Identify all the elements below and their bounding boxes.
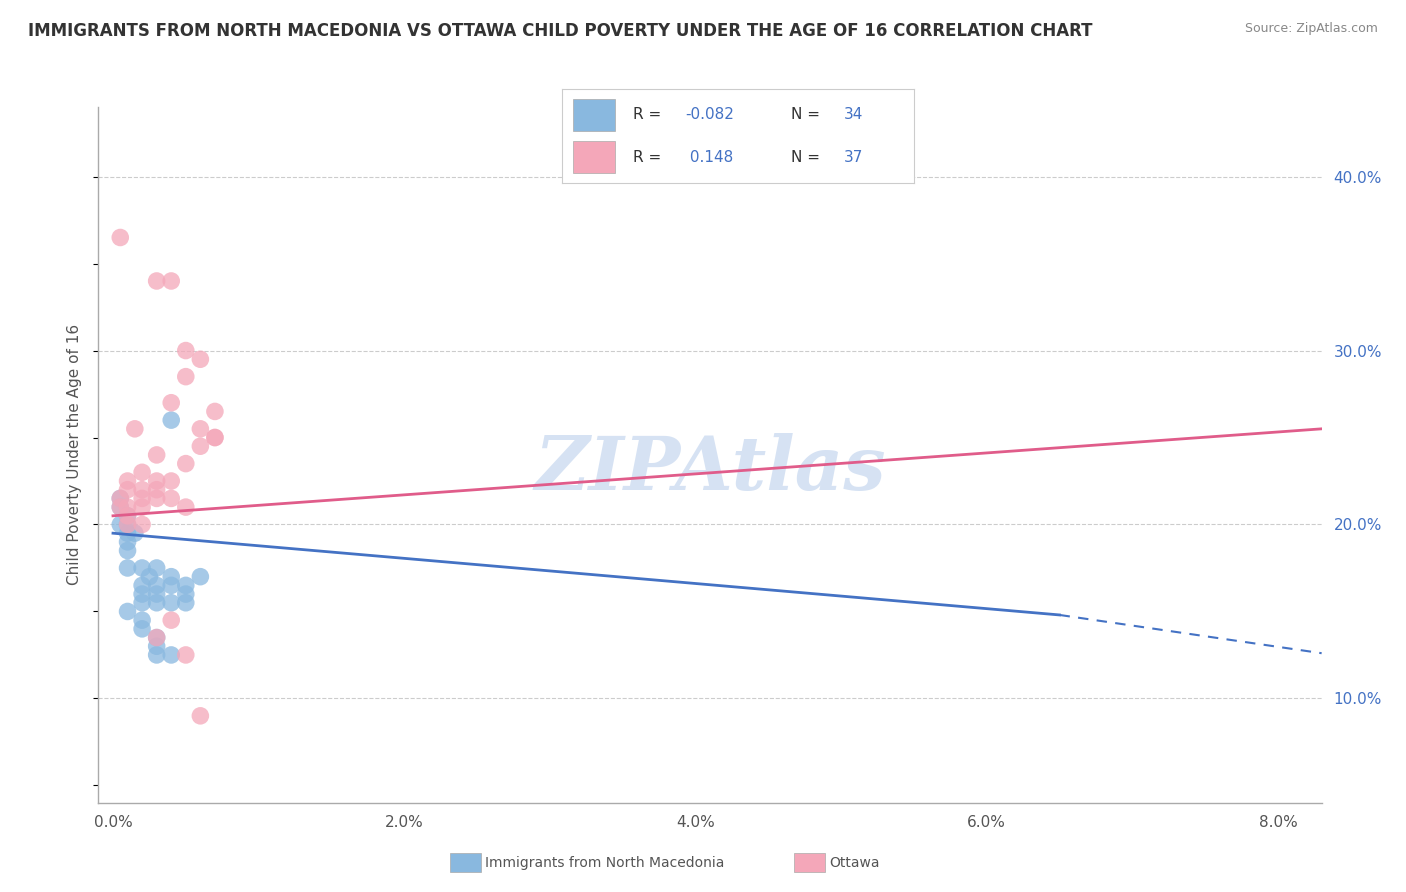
Text: 0.148: 0.148 bbox=[686, 150, 734, 165]
Point bbox=[160, 274, 183, 288]
Point bbox=[174, 369, 197, 384]
Point bbox=[117, 500, 139, 514]
Point bbox=[174, 343, 197, 358]
Point bbox=[160, 613, 183, 627]
Point bbox=[204, 430, 226, 444]
Bar bbox=[574, 98, 614, 131]
Point bbox=[145, 561, 167, 575]
Point bbox=[131, 622, 153, 636]
Point bbox=[110, 500, 132, 514]
Point bbox=[117, 474, 139, 488]
Text: N =: N = bbox=[790, 150, 825, 165]
Point bbox=[117, 526, 139, 541]
Point bbox=[145, 274, 167, 288]
Bar bbox=[574, 141, 614, 173]
Point bbox=[117, 534, 139, 549]
Point bbox=[188, 439, 212, 453]
Point bbox=[138, 570, 160, 584]
Point bbox=[110, 230, 132, 244]
Point bbox=[145, 639, 167, 653]
Point bbox=[188, 352, 212, 367]
Point bbox=[117, 508, 139, 523]
Point bbox=[188, 422, 212, 436]
Point bbox=[174, 500, 197, 514]
Point bbox=[145, 448, 167, 462]
Point bbox=[160, 648, 183, 662]
Point bbox=[117, 508, 139, 523]
Point bbox=[117, 561, 139, 575]
Point bbox=[117, 605, 139, 619]
Point bbox=[160, 596, 183, 610]
Point bbox=[145, 483, 167, 497]
Point bbox=[174, 578, 197, 592]
Point bbox=[131, 483, 153, 497]
Point bbox=[174, 457, 197, 471]
Text: Source: ZipAtlas.com: Source: ZipAtlas.com bbox=[1244, 22, 1378, 36]
Point bbox=[117, 517, 139, 532]
Text: N =: N = bbox=[790, 107, 825, 122]
Point bbox=[174, 587, 197, 601]
Point bbox=[145, 596, 167, 610]
Point bbox=[145, 631, 167, 645]
Point bbox=[117, 517, 139, 532]
Point bbox=[160, 578, 183, 592]
Point bbox=[110, 491, 132, 506]
Point bbox=[145, 631, 167, 645]
Point bbox=[145, 578, 167, 592]
Text: -0.082: -0.082 bbox=[686, 107, 734, 122]
Point bbox=[160, 395, 183, 409]
Text: IMMIGRANTS FROM NORTH MACEDONIA VS OTTAWA CHILD POVERTY UNDER THE AGE OF 16 CORR: IMMIGRANTS FROM NORTH MACEDONIA VS OTTAW… bbox=[28, 22, 1092, 40]
Point bbox=[145, 491, 167, 506]
Point bbox=[174, 648, 197, 662]
Point bbox=[204, 404, 226, 418]
Point bbox=[124, 422, 146, 436]
Point bbox=[145, 648, 167, 662]
Point bbox=[160, 570, 183, 584]
Text: Ottawa: Ottawa bbox=[830, 855, 880, 870]
Point bbox=[145, 474, 167, 488]
Text: R =: R = bbox=[633, 150, 666, 165]
Point bbox=[160, 474, 183, 488]
Point bbox=[160, 413, 183, 427]
Point bbox=[124, 526, 146, 541]
Point bbox=[131, 561, 153, 575]
Point bbox=[145, 587, 167, 601]
Point bbox=[131, 466, 153, 480]
Point bbox=[131, 613, 153, 627]
Point bbox=[131, 587, 153, 601]
Text: 37: 37 bbox=[844, 150, 863, 165]
Y-axis label: Child Poverty Under the Age of 16: Child Poverty Under the Age of 16 bbox=[67, 325, 83, 585]
Point bbox=[131, 491, 153, 506]
Point bbox=[131, 517, 153, 532]
Point bbox=[131, 578, 153, 592]
Point bbox=[110, 517, 132, 532]
Point bbox=[204, 430, 226, 444]
Point bbox=[188, 570, 212, 584]
Point bbox=[188, 708, 212, 723]
Text: R =: R = bbox=[633, 107, 666, 122]
Point bbox=[110, 500, 132, 514]
Point bbox=[117, 483, 139, 497]
Point bbox=[131, 500, 153, 514]
Text: ZIPAtlas: ZIPAtlas bbox=[534, 433, 886, 505]
Point bbox=[117, 543, 139, 558]
Point bbox=[174, 596, 197, 610]
Point bbox=[131, 596, 153, 610]
Point bbox=[110, 491, 132, 506]
Point bbox=[160, 491, 183, 506]
Text: Immigrants from North Macedonia: Immigrants from North Macedonia bbox=[485, 855, 724, 870]
Text: 34: 34 bbox=[844, 107, 863, 122]
